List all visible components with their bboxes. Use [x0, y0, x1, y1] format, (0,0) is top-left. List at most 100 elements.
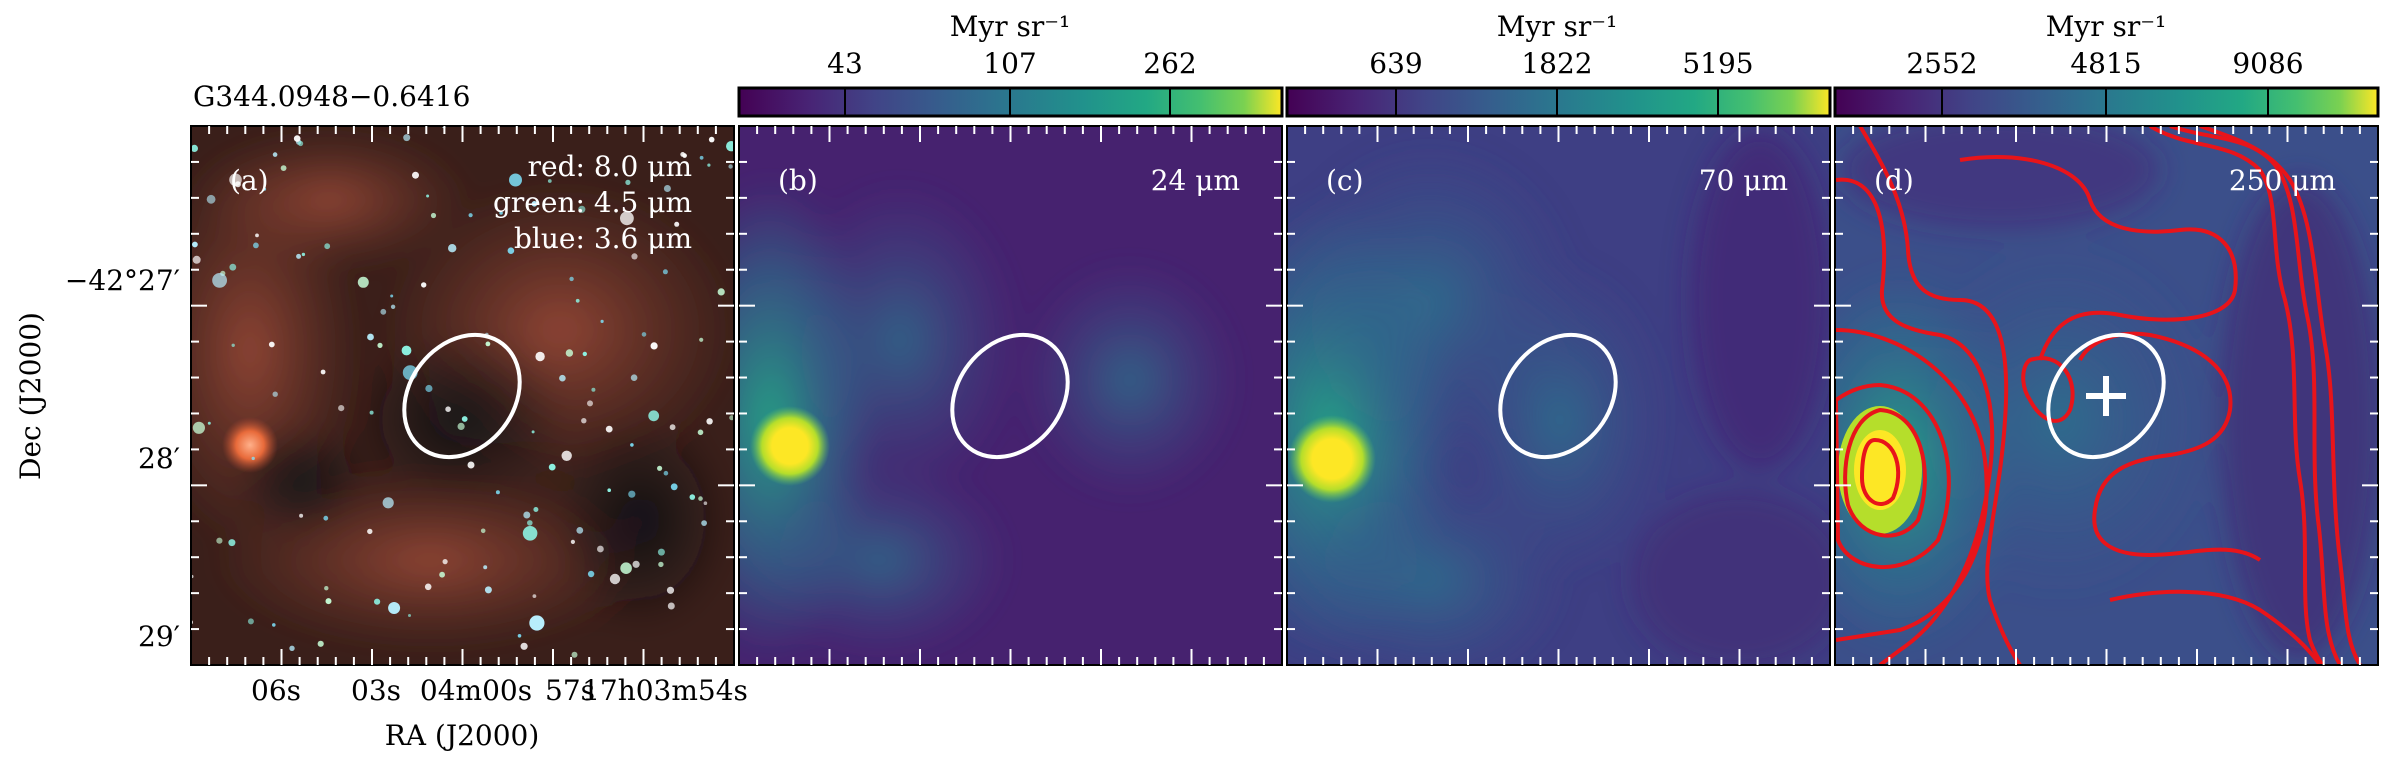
star [192, 421, 205, 434]
x-tick-label: 06s [251, 674, 301, 707]
contour-line [1843, 408, 1927, 538]
star [390, 304, 396, 309]
star [529, 615, 545, 631]
star [533, 507, 539, 512]
colorbar-c-tick: 639 [1369, 47, 1422, 80]
star [697, 429, 704, 436]
star [229, 173, 242, 187]
x-tick-label: 17h03m54s [582, 674, 748, 707]
star [576, 527, 584, 534]
star [717, 288, 725, 296]
star [520, 642, 528, 650]
star [485, 341, 491, 347]
star [268, 341, 275, 348]
star [299, 513, 304, 518]
panel-a-image [191, 126, 734, 665]
star [280, 165, 287, 172]
panel-c: (c) 70 μm 639 1822 5195 Myr sr⁻¹ [1285, 10, 1832, 666]
panel-d: (d) 250 μm 2552 4815 9086 Myr sr⁻¹ [1833, 10, 2380, 666]
contour-line [2199, 126, 2362, 665]
star [570, 539, 576, 545]
y-axis-ticks: −42°27′ 28′ 29′ [65, 264, 180, 653]
star [296, 253, 302, 259]
star [457, 422, 465, 430]
star [620, 211, 634, 226]
star [357, 276, 369, 288]
star [382, 497, 394, 509]
target-ellipse [2046, 332, 2166, 460]
star [377, 342, 383, 348]
star [467, 461, 475, 469]
star [706, 418, 713, 425]
colorbar-c-tick: 5195 [1682, 47, 1753, 80]
star [367, 333, 374, 341]
star [253, 242, 259, 249]
panel-c-label: (c) [1326, 164, 1364, 197]
panel-d-label: (d) [1874, 164, 1914, 197]
target-ellipse [1498, 332, 1618, 460]
star [632, 560, 640, 568]
colorbar-c: 639 1822 5195 Myr sr⁻¹ [1285, 10, 1832, 118]
star [509, 173, 522, 187]
contour-line [1858, 126, 2022, 665]
x-tick-label: 03s [351, 674, 401, 707]
star [401, 345, 412, 356]
target-ellipse [402, 332, 522, 460]
contour-line [1835, 177, 1995, 665]
star [699, 155, 704, 160]
star [369, 410, 374, 415]
star [206, 194, 216, 204]
star [507, 247, 515, 254]
star [707, 163, 711, 167]
star [207, 421, 211, 425]
star [641, 332, 647, 337]
star [228, 539, 236, 547]
star [726, 141, 734, 152]
x-axis-label: RA (J2000) [385, 719, 540, 752]
colorbar-d-tick: 9086 [2232, 47, 2303, 80]
star [323, 515, 329, 521]
star [298, 140, 304, 147]
star [517, 634, 522, 638]
colorbar-d-tick: 4815 [2070, 47, 2141, 80]
star [461, 416, 468, 422]
plus-marker [2086, 376, 2126, 416]
star [591, 387, 596, 392]
contour-line [2109, 589, 2322, 665]
star [605, 425, 613, 433]
colorbar-b-tick: 43 [827, 47, 863, 80]
star [662, 269, 668, 275]
star [439, 571, 445, 578]
star [216, 537, 223, 544]
star [499, 211, 503, 215]
x-axis-ticks: 06s 03s 04m00s 57s 17h03m54s [251, 674, 748, 707]
star [390, 294, 394, 298]
star [212, 273, 228, 288]
star [324, 586, 329, 591]
star [338, 405, 345, 412]
star [442, 559, 448, 565]
star [192, 241, 198, 248]
star [483, 565, 488, 570]
star [701, 520, 707, 526]
star [581, 418, 587, 424]
star [597, 545, 604, 553]
star [532, 594, 537, 598]
star [587, 570, 595, 578]
star [229, 263, 237, 271]
legend-red: red: 8.0 μm [528, 150, 692, 183]
star [531, 430, 535, 434]
star [547, 179, 552, 183]
star [272, 623, 276, 627]
panel-c-band: 70 μm [1699, 164, 1788, 197]
star [380, 308, 387, 315]
star [650, 342, 658, 350]
star [571, 651, 578, 658]
panel-a-label: (a) [230, 164, 269, 197]
star [648, 410, 660, 422]
colorbar-d-tick: 2552 [1906, 47, 1977, 80]
star [729, 415, 734, 421]
star [191, 144, 198, 152]
colorbar-d: 2552 4815 9086 Myr sr⁻¹ [1833, 10, 2380, 118]
star [674, 221, 680, 227]
